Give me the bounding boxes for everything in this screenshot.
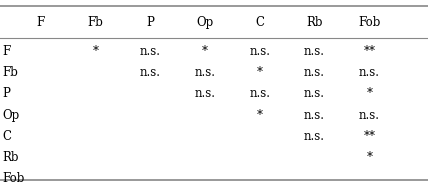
Text: n.s.: n.s. xyxy=(304,87,325,100)
Text: Fb: Fb xyxy=(2,66,18,79)
Text: n.s.: n.s. xyxy=(194,66,216,79)
Text: n.s.: n.s. xyxy=(304,45,325,58)
Text: C: C xyxy=(2,130,11,143)
Text: n.s.: n.s. xyxy=(359,66,380,79)
Text: Fb: Fb xyxy=(87,16,104,29)
Text: P: P xyxy=(146,16,154,29)
Text: n.s.: n.s. xyxy=(359,109,380,121)
Text: F: F xyxy=(2,45,10,58)
Text: F: F xyxy=(36,16,45,29)
Text: Fob: Fob xyxy=(2,172,24,184)
Text: n.s.: n.s. xyxy=(140,45,161,58)
Text: *: * xyxy=(92,45,98,58)
Text: n.s.: n.s. xyxy=(304,109,325,121)
Text: C: C xyxy=(255,16,265,29)
Text: Op: Op xyxy=(196,16,214,29)
Text: *: * xyxy=(366,87,372,100)
Text: *: * xyxy=(257,66,263,79)
Text: n.s.: n.s. xyxy=(249,87,270,100)
Text: Fob: Fob xyxy=(358,16,380,29)
Text: **: ** xyxy=(363,45,375,58)
Text: *: * xyxy=(202,45,208,58)
Text: Rb: Rb xyxy=(306,16,323,29)
Text: n.s.: n.s. xyxy=(304,66,325,79)
Text: Op: Op xyxy=(2,109,19,121)
Text: n.s.: n.s. xyxy=(194,87,216,100)
Text: Rb: Rb xyxy=(2,151,19,164)
Text: P: P xyxy=(2,87,10,100)
Text: *: * xyxy=(257,109,263,121)
Text: n.s.: n.s. xyxy=(249,45,270,58)
Text: n.s.: n.s. xyxy=(140,66,161,79)
Text: n.s.: n.s. xyxy=(304,130,325,143)
Text: **: ** xyxy=(363,130,375,143)
Text: *: * xyxy=(366,151,372,164)
